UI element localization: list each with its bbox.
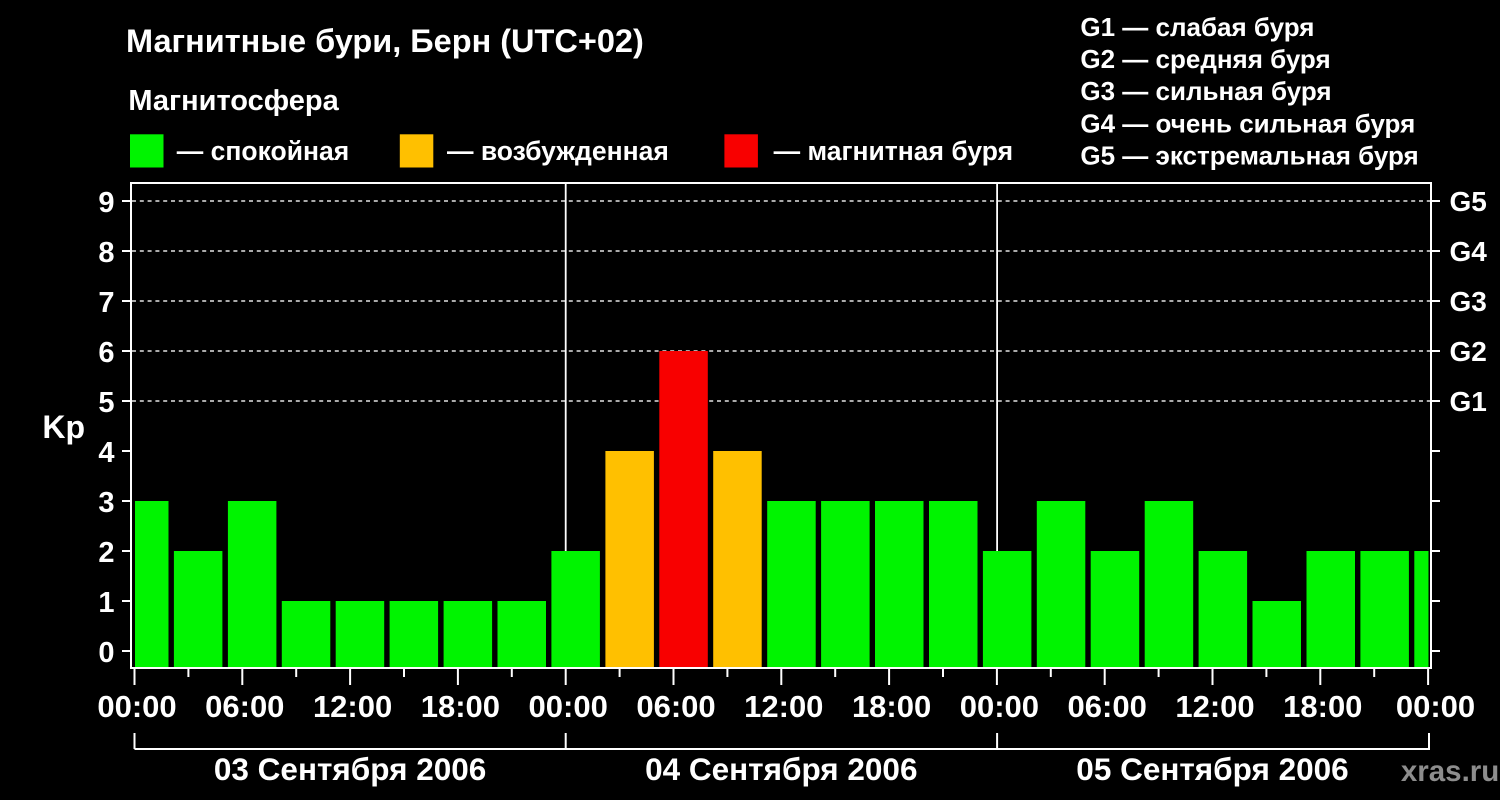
svg-text:05 Сентября 2006: 05 Сентября 2006 [1076, 751, 1348, 787]
svg-text:06:00: 06:00 [1068, 689, 1147, 724]
svg-text:1: 1 [98, 587, 114, 619]
svg-text:xras.ru: xras.ru [1401, 755, 1499, 788]
svg-text:— магнитная буря: — магнитная буря [774, 136, 1013, 166]
svg-text:03 Сентября 2006: 03 Сентября 2006 [214, 751, 486, 787]
svg-text:G1: G1 [1450, 386, 1487, 417]
svg-text:G2 — средняя буря: G2 — средняя буря [1080, 44, 1330, 74]
svg-text:04 Сентября 2006: 04 Сентября 2006 [645, 751, 917, 787]
svg-text:00:00: 00:00 [1396, 689, 1475, 724]
svg-text:7: 7 [98, 287, 114, 319]
svg-text:18:00: 18:00 [421, 689, 500, 724]
svg-text:G4 — очень сильная буря: G4 — очень сильная буря [1080, 108, 1415, 138]
svg-text:9: 9 [98, 187, 114, 219]
svg-text:Магнитные бури, Берн (UTC+02): Магнитные бури, Берн (UTC+02) [126, 23, 644, 59]
svg-text:— спокойная: — спокойная [177, 136, 349, 166]
svg-text:5: 5 [98, 387, 114, 419]
svg-text:18:00: 18:00 [852, 689, 931, 724]
svg-text:G2: G2 [1450, 336, 1487, 367]
svg-text:12:00: 12:00 [1175, 689, 1254, 724]
svg-text:— возбужденная: — возбужденная [447, 136, 669, 166]
svg-text:12:00: 12:00 [744, 689, 823, 724]
svg-text:18:00: 18:00 [1283, 689, 1362, 724]
svg-text:Магнитосфера: Магнитосфера [128, 85, 339, 117]
svg-text:00:00: 00:00 [960, 689, 1039, 724]
svg-text:6: 6 [98, 337, 114, 369]
svg-text:12:00: 12:00 [313, 689, 392, 724]
svg-text:00:00: 00:00 [97, 689, 176, 724]
svg-text:Kp: Kp [42, 409, 85, 445]
svg-text:G3 — сильная буря: G3 — сильная буря [1080, 76, 1331, 106]
svg-text:8: 8 [98, 237, 114, 269]
svg-text:G5 — экстремальная буря: G5 — экстремальная буря [1080, 140, 1418, 170]
svg-text:G4: G4 [1450, 236, 1488, 267]
svg-text:06:00: 06:00 [636, 689, 715, 724]
svg-text:0: 0 [98, 637, 114, 669]
svg-text:2: 2 [98, 537, 114, 569]
svg-text:4: 4 [98, 437, 114, 469]
svg-text:G1 — слабая буря: G1 — слабая буря [1080, 12, 1314, 42]
svg-text:G5: G5 [1450, 186, 1487, 217]
svg-text:00:00: 00:00 [529, 689, 608, 724]
svg-text:3: 3 [98, 487, 114, 519]
svg-text:G3: G3 [1450, 286, 1487, 317]
svg-text:06:00: 06:00 [205, 689, 284, 724]
